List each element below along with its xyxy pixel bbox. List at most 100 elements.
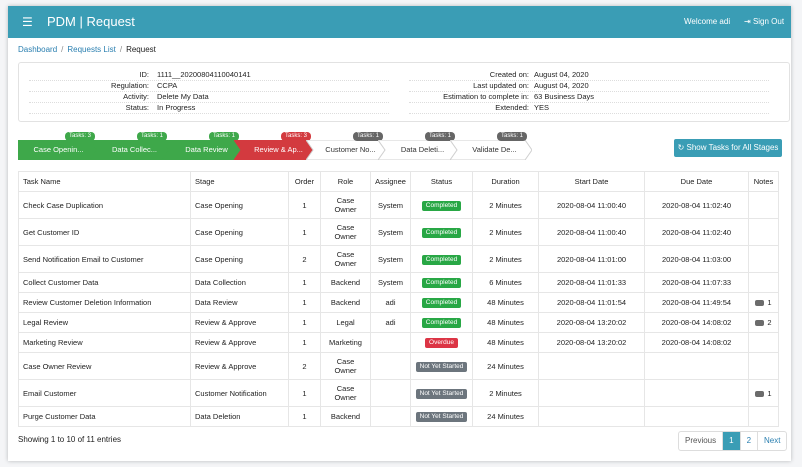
tasks-table: Task Name Stage Order Role Assignee Stat… [18, 171, 779, 427]
stage-step[interactable]: Case Openin... [18, 140, 100, 160]
column-header[interactable]: Start Date [538, 171, 645, 192]
stage-arrow-shape [450, 140, 532, 160]
due-date-cell: 2020-08-04 14:08:02 [644, 312, 749, 333]
previous-page-button[interactable]: Previous [679, 432, 724, 450]
stage-step[interactable]: Data Review [162, 140, 244, 160]
table-row[interactable]: Email Customer Customer Notification 1 Case… [18, 379, 779, 407]
assignee-cell: System [370, 191, 411, 219]
notes-count: 1 [767, 298, 772, 307]
order-cell: 1 [288, 292, 321, 313]
stage-step[interactable]: Review & Ap... [234, 140, 316, 160]
status-badge: Completed [421, 200, 462, 211]
breadcrumb-current: Request [126, 45, 156, 54]
welcome-text: Welcome adi [684, 17, 731, 26]
stage-label: Data Review [185, 145, 228, 154]
info-value: August 04, 2020 [534, 81, 589, 90]
notes-cell [748, 245, 779, 273]
column-header[interactable]: Due Date [644, 171, 749, 192]
info-label: Extended: [495, 103, 529, 112]
start-date-cell: 2020-08-04 13:20:02 [538, 312, 645, 333]
assignee-cell: System [370, 245, 411, 273]
table-row[interactable]: Get Customer ID Case Opening 1 Case Owner Sy… [18, 218, 779, 246]
column-header[interactable]: Stage [190, 171, 289, 192]
notes-cell [748, 218, 779, 246]
page-1-button[interactable]: 1 [723, 432, 741, 450]
table-row[interactable]: Send Notification Email to Customer Case … [18, 245, 779, 273]
breadcrumb-requests-list[interactable]: Requests List [67, 45, 116, 54]
stage-step[interactable]: Data Collec... [90, 140, 172, 160]
signout-button[interactable]: ⇥ Sign Out [744, 17, 784, 26]
column-header[interactable]: Status [410, 171, 473, 192]
notes-cell [748, 406, 779, 427]
status-cell: Completed [410, 312, 473, 333]
role-cell: Marketing [320, 332, 371, 353]
top-navbar: ☰ PDM | Request Welcome adi ⇥ Sign Out [8, 6, 791, 38]
notes-cell[interactable]: 2 [748, 312, 779, 333]
due-date-cell [644, 379, 749, 407]
order-cell: 2 [288, 352, 321, 380]
stage-cell: Review & Approve [190, 312, 289, 333]
show-all-tasks-button[interactable]: ↻ Show Tasks for All Stages [674, 139, 782, 157]
column-header[interactable]: Duration [472, 171, 539, 192]
task-name-cell: Purge Customer Data [18, 406, 191, 427]
page-2-button[interactable]: 2 [741, 432, 759, 450]
status-cell: Overdue [410, 332, 473, 353]
app-window: ☰ PDM | Request Welcome adi ⇥ Sign Out D… [8, 6, 791, 461]
notes-count: 2 [767, 318, 772, 327]
due-date-cell [644, 352, 749, 380]
refresh-icon: ↻ [677, 143, 685, 152]
stage-cell: Case Opening [190, 191, 289, 219]
notes-cell [748, 272, 779, 293]
table-row[interactable]: Purge Customer Data Data Deletion 1 Backend… [18, 406, 779, 427]
table-row[interactable]: Marketing Review Review & Approve 1 Marketi… [18, 332, 779, 353]
table-row[interactable]: Collect Customer Data Data Collection 1 Bac… [18, 272, 779, 293]
stage-cell: Review & Approve [190, 332, 289, 353]
start-date-cell: 2020-08-04 11:01:33 [538, 272, 645, 293]
order-cell: 1 [288, 379, 321, 407]
role-cell: Case Owner [320, 191, 371, 219]
duration-cell: 48 Minutes [472, 312, 539, 333]
column-header[interactable]: Role [320, 171, 371, 192]
stage-cell: Case Opening [190, 218, 289, 246]
assignee-cell: System [370, 272, 411, 293]
status-badge: Overdue [425, 338, 458, 348]
stage-arrow-shape [234, 140, 316, 160]
status-cell: Completed [410, 191, 473, 219]
notes-cell[interactable]: 1 [748, 379, 779, 407]
table-row[interactable]: Legal Review Review & Approve 1 Legal adi Com… [18, 312, 779, 333]
info-value: In Progress [157, 103, 196, 112]
column-header[interactable]: Notes [748, 171, 779, 192]
column-header[interactable]: Assignee [370, 171, 411, 192]
stage-label: Customer No... [325, 145, 376, 154]
assignee-cell: adi [370, 292, 411, 313]
assignee-cell [370, 406, 411, 427]
hamburger-icon[interactable]: ☰ [22, 15, 33, 29]
table-row[interactable]: Check Case Duplication Case Opening 1 Case … [18, 191, 779, 219]
column-header[interactable]: Order [288, 171, 321, 192]
start-date-cell [538, 406, 645, 427]
stage-step[interactable]: Customer No... [306, 140, 388, 160]
breadcrumb-dashboard[interactable]: Dashboard [18, 45, 58, 54]
start-date-cell: 2020-08-04 11:01:54 [538, 292, 645, 313]
task-name-cell: Check Case Duplication [18, 191, 191, 219]
stage-step[interactable]: Validate De... [450, 140, 532, 160]
status-cell: Completed [410, 292, 473, 313]
duration-cell: 2 Minutes [472, 218, 539, 246]
stage-step[interactable]: Data Deleti... [378, 140, 460, 160]
stage-label: Review & Ap... [254, 145, 303, 154]
status-badge: Not Yet Started [415, 412, 468, 422]
stage-cell: Customer Notification [190, 379, 289, 407]
table-row[interactable]: Case Owner Review Review & Approve 2 Case O… [18, 352, 779, 380]
column-header[interactable]: Task Name [18, 171, 191, 192]
info-left-column: ID: 1111__20200804110040141 Regulation: CC… [29, 70, 389, 114]
stage-task-count-badge: Tasks: 1 [137, 132, 168, 141]
table-row[interactable]: Review Customer Deletion Information Data… [18, 292, 779, 313]
notes-cell[interactable]: 1 [748, 292, 779, 313]
task-name-cell: Legal Review [18, 312, 191, 333]
request-info-panel: ID: 1111__20200804110040141 Regulation: CC… [18, 62, 790, 122]
role-cell: Case Owner [320, 245, 371, 273]
info-value: 63 Business Days [534, 92, 595, 101]
next-page-button[interactable]: Next [764, 436, 781, 445]
notes-cell [748, 332, 779, 353]
due-date-cell: 2020-08-04 14:08:02 [644, 332, 749, 353]
